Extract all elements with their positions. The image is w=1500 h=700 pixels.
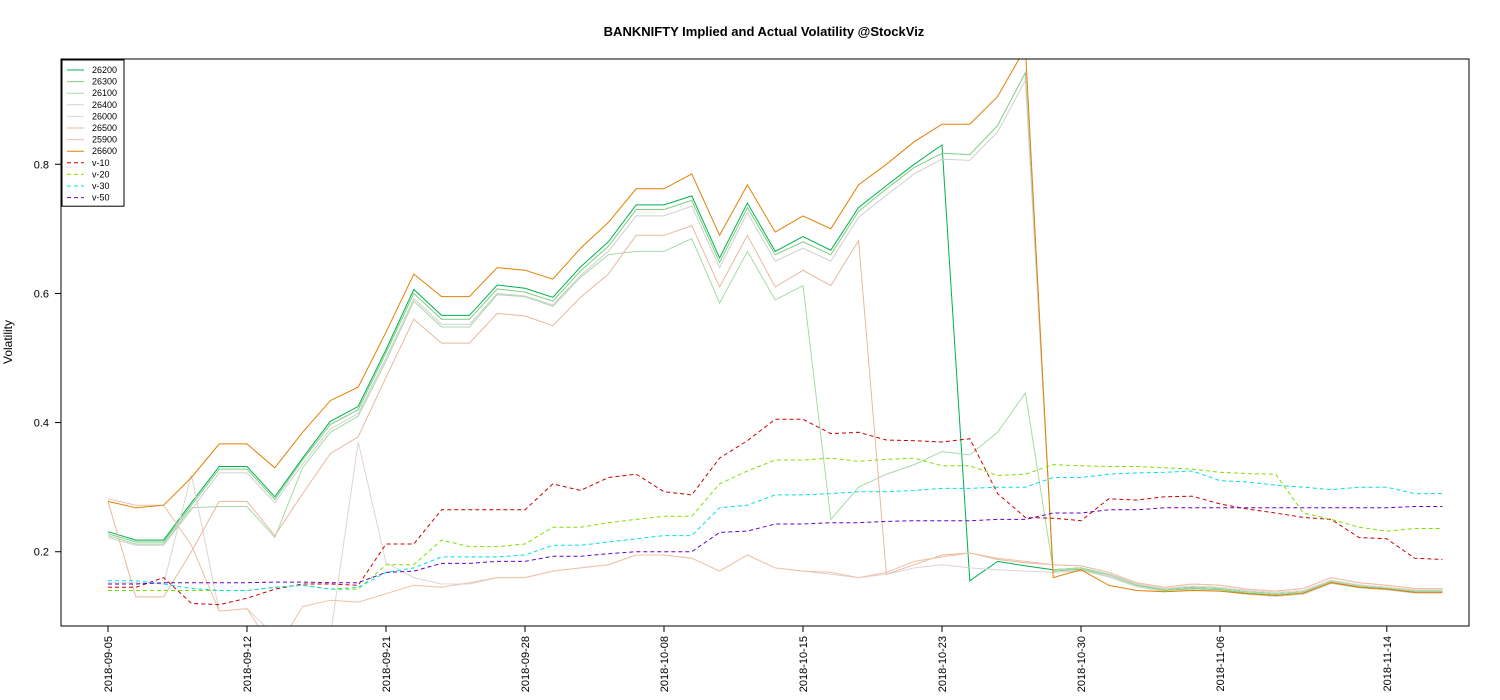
legend-box [61, 59, 125, 207]
legend-label: 26300 [92, 77, 117, 87]
legend-label: 26000 [92, 111, 117, 121]
series-line-v-30 [108, 470, 1443, 591]
chart-title: BANKNIFTY Implied and Actual Volatility … [604, 24, 925, 39]
legend-label: v-20 [92, 169, 110, 179]
x-tick-label: 2018-09-28 [520, 636, 532, 692]
legend-label: v-50 [92, 193, 110, 203]
y-tick-label: 0.2 [34, 547, 49, 559]
y-tick-label: 0.4 [34, 418, 49, 430]
legend-label: 26400 [92, 100, 117, 110]
y-tick-label: 0.6 [34, 288, 49, 300]
y-axis-label: Volatility [1, 320, 15, 364]
x-tick-label: 2018-09-21 [381, 636, 393, 692]
series-line-v-20 [108, 457, 1443, 591]
series-line-26500 [107, 224, 1443, 598]
x-tick-label: 2018-10-30 [1076, 636, 1088, 692]
series-line-v-10 [108, 418, 1443, 606]
series-line-26000 [108, 441, 1443, 626]
legend-label: 26500 [92, 123, 117, 133]
x-tick-label: 2018-10-15 [798, 636, 810, 692]
plot-frame [60, 58, 1470, 627]
x-tick-label: 2018-09-12 [242, 636, 254, 692]
x-tick-label: 2018-10-23 [937, 636, 949, 692]
y-tick-label: 0.8 [34, 159, 49, 171]
series-line-26400 [107, 78, 1443, 597]
series-line-26200 [107, 143, 1443, 595]
x-tick-label: 2018-11-14 [1382, 636, 1394, 691]
legend-label: 26100 [92, 88, 117, 98]
series-line-26600 [107, 59, 1443, 597]
legend-label: 25900 [92, 135, 117, 145]
axes: 0.2 0.4 0.6 0.8 2018-09-05 2018-09-12 2018-09-… [34, 159, 1394, 692]
legend-label: 26200 [92, 65, 117, 75]
legend-label: v-10 [92, 158, 110, 168]
series-line-v-50 [108, 506, 1443, 585]
x-tick-label: 2018-11-06 [1215, 636, 1227, 691]
legend-label: 26600 [92, 146, 117, 156]
series-line-26100 [107, 237, 1443, 595]
series-line-25900 [107, 498, 1443, 626]
x-tick-label: 2018-10-08 [659, 636, 671, 692]
series-line-26300 [107, 70, 1443, 596]
plot-lines [107, 59, 1443, 626]
legend-label: v-30 [92, 181, 110, 191]
x-tick-label: 2018-09-05 [103, 636, 115, 692]
